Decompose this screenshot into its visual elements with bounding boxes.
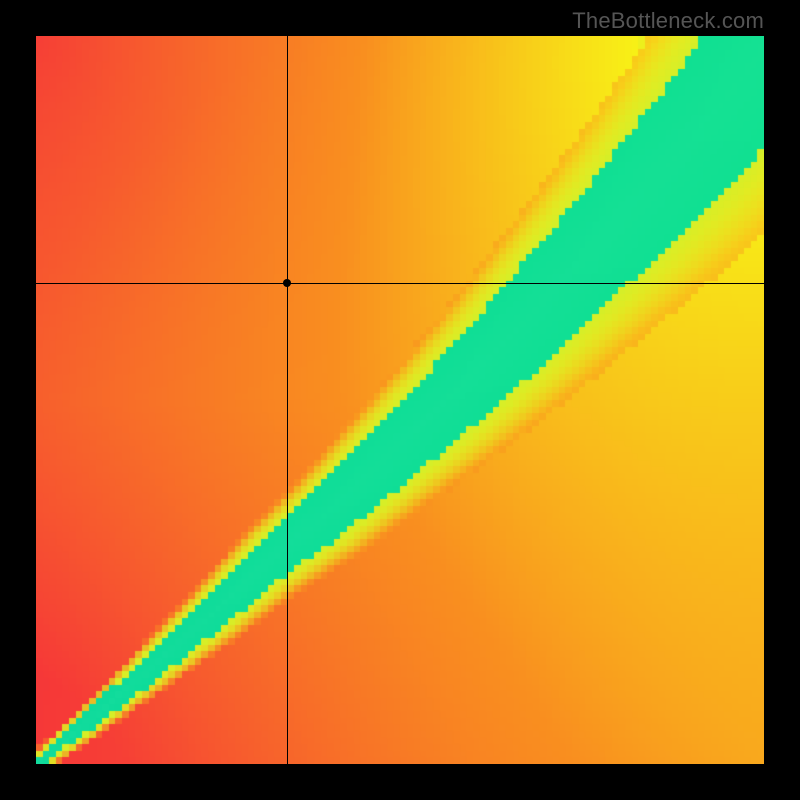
crosshair-vertical — [287, 36, 288, 764]
bottleneck-heatmap — [36, 36, 764, 764]
marker-point — [283, 279, 291, 287]
heatmap-canvas — [36, 36, 764, 764]
crosshair-horizontal — [36, 283, 764, 284]
watermark: TheBottleneck.com — [572, 8, 764, 34]
